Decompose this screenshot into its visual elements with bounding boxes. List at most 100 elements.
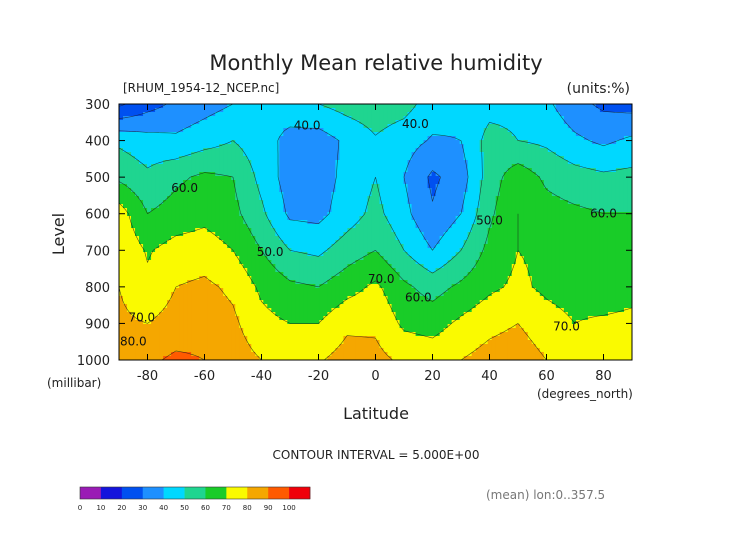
heat-cell bbox=[555, 168, 561, 173]
heat-cell bbox=[599, 212, 605, 217]
heat-cell bbox=[515, 156, 521, 161]
heat-cell bbox=[583, 224, 589, 229]
heat-cell bbox=[367, 224, 373, 229]
heat-cell bbox=[459, 108, 465, 113]
heat-cell bbox=[575, 120, 581, 125]
heat-cell bbox=[139, 136, 144, 141]
heat-cell bbox=[275, 212, 280, 217]
heat-cell bbox=[383, 128, 389, 133]
heat-cell bbox=[475, 124, 481, 129]
heat-cell bbox=[163, 204, 168, 209]
heat-cell bbox=[403, 244, 409, 249]
heat-cell bbox=[247, 224, 252, 229]
heat-cell bbox=[347, 128, 353, 133]
heat-cell bbox=[427, 176, 433, 181]
heat-cell bbox=[235, 172, 240, 177]
heat-cell bbox=[587, 128, 593, 133]
heat-cell bbox=[243, 200, 248, 205]
heat-cell bbox=[515, 172, 521, 177]
heat-cell bbox=[579, 232, 585, 237]
heat-cell bbox=[575, 168, 581, 173]
heat-cell bbox=[607, 116, 613, 121]
heat-cell bbox=[219, 104, 224, 109]
heat-cell bbox=[371, 220, 377, 225]
heat-cell bbox=[547, 184, 553, 189]
heat-cell bbox=[307, 144, 312, 149]
heat-cell bbox=[283, 184, 288, 189]
heat-cell bbox=[363, 224, 369, 229]
heat-cell bbox=[407, 168, 413, 173]
heat-cell bbox=[555, 120, 561, 125]
heat-cell bbox=[155, 128, 160, 133]
heat-cell bbox=[299, 112, 304, 117]
heat-cell bbox=[371, 212, 377, 217]
heat-cell bbox=[627, 164, 632, 169]
heat-cell bbox=[223, 228, 228, 233]
heat-cell bbox=[295, 240, 300, 245]
heat-cell bbox=[395, 224, 401, 229]
heat-cell bbox=[315, 168, 320, 173]
heat-cell bbox=[583, 156, 589, 161]
heat-cell bbox=[591, 244, 597, 249]
heat-cell bbox=[615, 176, 621, 181]
heat-cell bbox=[191, 200, 196, 205]
heat-cell bbox=[475, 220, 481, 225]
heat-cell bbox=[171, 196, 176, 201]
heat-cell bbox=[199, 140, 204, 145]
heat-cell bbox=[131, 200, 136, 205]
heat-cell bbox=[267, 124, 272, 129]
heat-cell bbox=[611, 128, 617, 133]
heat-cell bbox=[167, 136, 172, 141]
heat-cell bbox=[339, 244, 345, 249]
heat-cell bbox=[275, 172, 280, 177]
heat-cell bbox=[231, 124, 236, 129]
heat-cell bbox=[315, 200, 320, 205]
heat-cell bbox=[211, 196, 216, 201]
heat-cell bbox=[507, 212, 513, 217]
heat-cell bbox=[363, 244, 369, 249]
heat-cell bbox=[155, 256, 160, 261]
heat-cell bbox=[407, 136, 413, 141]
heat-cell bbox=[563, 108, 569, 113]
heat-cell bbox=[355, 232, 361, 237]
heat-cell bbox=[535, 256, 541, 261]
heat-cell bbox=[355, 200, 361, 205]
heat-cell bbox=[207, 256, 212, 261]
heat-cell bbox=[431, 228, 437, 233]
heat-cell bbox=[555, 156, 561, 161]
heat-cell bbox=[247, 140, 252, 145]
heat-cell bbox=[491, 152, 497, 157]
heat-cell bbox=[195, 184, 200, 189]
heat-cell bbox=[395, 164, 401, 169]
heat-cell bbox=[587, 160, 593, 165]
heat-cell bbox=[275, 220, 280, 225]
heat-cell bbox=[451, 184, 457, 189]
heat-cell bbox=[151, 196, 156, 201]
heat-cell bbox=[311, 120, 316, 125]
heat-cell bbox=[283, 152, 288, 157]
heat-cell bbox=[387, 128, 393, 133]
heat-cell bbox=[151, 180, 156, 185]
heat-cell bbox=[483, 240, 489, 245]
heat-cell bbox=[131, 144, 136, 149]
heat-cell bbox=[147, 192, 152, 197]
heat-cell bbox=[127, 236, 132, 241]
heat-cell bbox=[535, 240, 541, 245]
heat-cell bbox=[407, 160, 413, 165]
heat-cell bbox=[623, 200, 629, 205]
heat-cell bbox=[407, 236, 413, 241]
heat-cell bbox=[523, 208, 529, 213]
heat-cell bbox=[427, 256, 433, 261]
heat-cell bbox=[379, 212, 385, 217]
heat-cell bbox=[347, 244, 353, 249]
heat-cell bbox=[563, 240, 569, 245]
heat-cell bbox=[563, 128, 569, 133]
heat-cell bbox=[495, 180, 501, 185]
heat-cell bbox=[459, 248, 465, 253]
heat-cell bbox=[143, 180, 148, 185]
heat-cell bbox=[367, 196, 373, 201]
heat-cell bbox=[507, 144, 513, 149]
heat-cell bbox=[123, 232, 128, 237]
heat-cell bbox=[311, 104, 316, 109]
heat-cell bbox=[327, 200, 333, 205]
